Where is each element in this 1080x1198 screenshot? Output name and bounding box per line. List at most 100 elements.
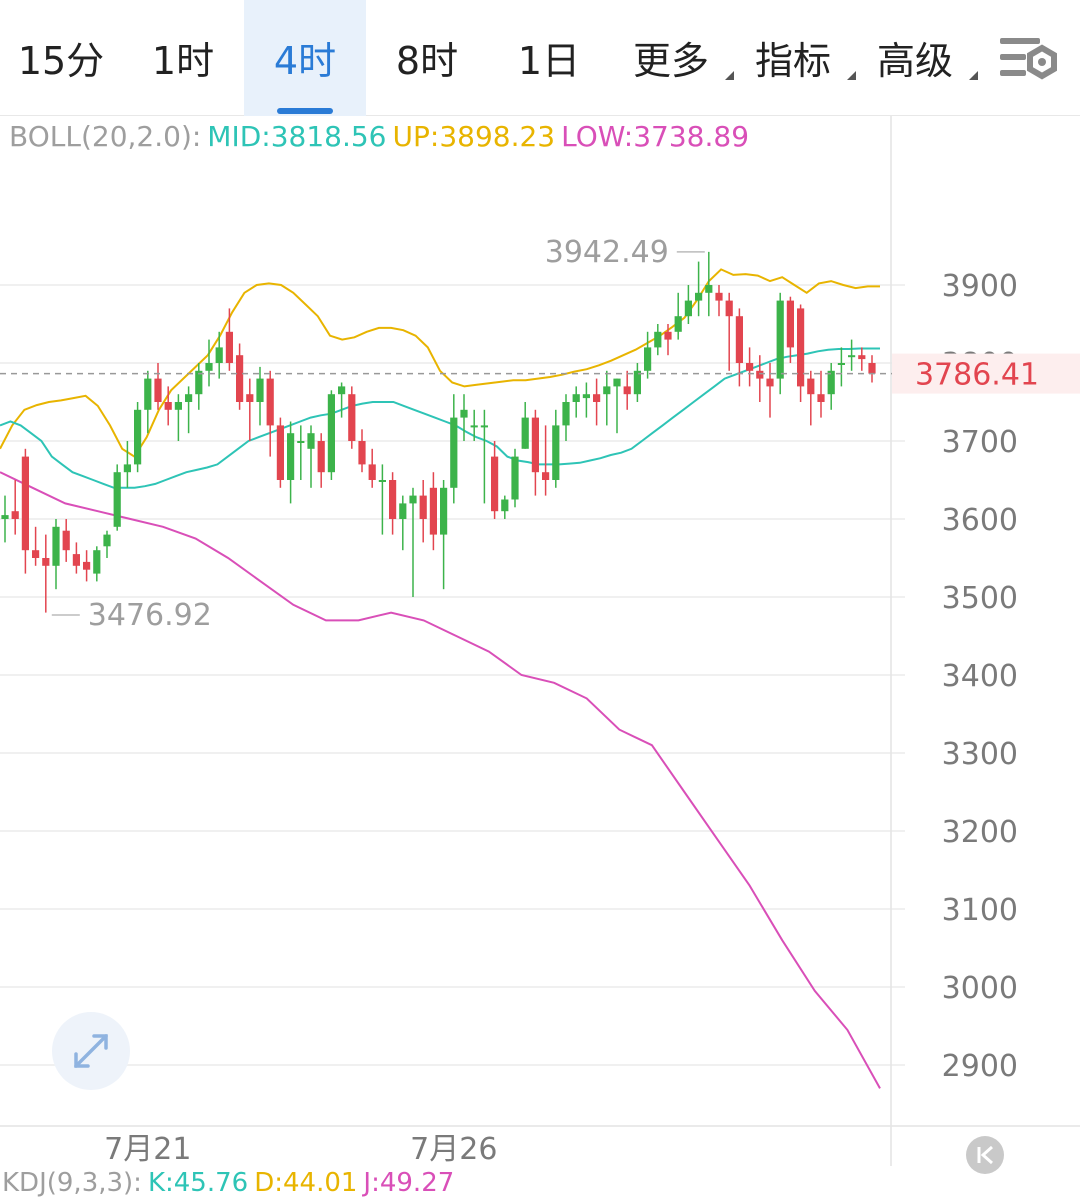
- candle-body: [429, 487, 437, 535]
- y-tick-label: 3700: [942, 425, 1018, 460]
- candle-body: [399, 503, 407, 519]
- tab-label: 高级: [876, 39, 953, 83]
- max-price-label: 3942.49: [545, 235, 669, 270]
- boll-name: BOLL(20,2.0):: [9, 120, 202, 153]
- candle-body: [389, 480, 397, 519]
- candle-body: [786, 300, 794, 348]
- tab-1[interactable]: 1时: [122, 0, 244, 116]
- dropdown-caret-icon: [725, 71, 734, 80]
- candle-body: [725, 300, 733, 317]
- candle-body: [225, 331, 233, 363]
- candle-body: [103, 534, 111, 547]
- candle-body: [623, 386, 631, 395]
- candle-body: [766, 378, 774, 387]
- candle-body: [215, 347, 223, 363]
- candle-body: [52, 526, 60, 566]
- x-tick-label: 7月21: [104, 1132, 191, 1166]
- y-tick-label: 3500: [942, 581, 1018, 616]
- candle-body: [562, 402, 570, 426]
- kdj-legend: KDJ(9,3,3): K:45.76 D:44.01 J:49.27: [2, 1168, 460, 1198]
- fullscreen-button[interactable]: [52, 1012, 130, 1090]
- kdj-j-value: J:49.27: [363, 1168, 455, 1198]
- candle-body: [236, 355, 244, 402]
- scroll-to-latest-icon: [977, 1145, 993, 1165]
- candle-body: [338, 386, 346, 395]
- candle-body: [807, 378, 815, 395]
- tab-label: 8时: [395, 39, 459, 83]
- tab-2[interactable]: 4时: [244, 0, 366, 116]
- candle-body: [460, 409, 468, 418]
- dropdown-caret-icon: [847, 71, 856, 80]
- candle-body: [695, 292, 703, 301]
- candle-body: [307, 433, 315, 449]
- candle-body: [154, 378, 162, 402]
- y-tick-label: 3300: [942, 737, 1018, 772]
- candle-body: [185, 394, 193, 402]
- candle-body: [664, 331, 672, 340]
- tab-4[interactable]: 1日: [488, 0, 610, 116]
- tab-label: 1日: [517, 39, 581, 83]
- candle-body: [817, 394, 825, 402]
- y-tick-label: 2900: [942, 1049, 1018, 1084]
- dropdown-caret-icon: [969, 71, 978, 80]
- candle-body: [593, 394, 601, 402]
- tab-6[interactable]: 指标: [732, 0, 856, 116]
- candle-body: [419, 495, 427, 519]
- x-tick-label: 7月26: [410, 1132, 497, 1166]
- candle-body: [174, 402, 182, 410]
- candle-body: [715, 292, 723, 301]
- candlestick-chart[interactable]: 3900380037003600350034003300320031003000…: [0, 116, 1080, 1166]
- candle-body: [613, 378, 621, 387]
- candle-body: [521, 417, 529, 449]
- candle-body: [746, 363, 754, 371]
- candle-body: [603, 386, 611, 395]
- candle-body: [837, 363, 845, 365]
- candle-body: [11, 511, 19, 519]
- candle-body: [164, 402, 172, 410]
- tab-7[interactable]: 高级: [854, 0, 978, 116]
- current-price-label: 3786.41: [915, 358, 1039, 393]
- tab-0[interactable]: 15分: [0, 0, 122, 116]
- candle-body: [368, 464, 376, 480]
- candle-body: [83, 561, 91, 570]
- scroll-to-latest-button[interactable]: [966, 1136, 1004, 1174]
- tab-label: 15分: [17, 39, 105, 83]
- boll-mid-line: [0, 347, 880, 489]
- candle-body: [470, 425, 478, 428]
- candle-body: [327, 394, 335, 473]
- candle-body: [501, 499, 509, 512]
- candle-body: [440, 487, 448, 535]
- y-tick-label: 3100: [942, 893, 1018, 928]
- candle-body: [32, 550, 40, 558]
- candle-body: [633, 370, 641, 395]
- candle-body: [674, 316, 682, 332]
- boll-legend: BOLL(20,2.0): MID:3818.56 UP:3898.23 LOW:37…: [9, 120, 755, 153]
- boll-up-value: UP:3898.23: [392, 120, 556, 153]
- candle-body: [21, 456, 29, 551]
- y-tick-label: 3200: [942, 815, 1018, 850]
- candle-body: [858, 355, 866, 360]
- candle-body: [654, 331, 662, 348]
- kdj-k-value: K:45.76: [147, 1168, 249, 1198]
- candle-body: [644, 347, 652, 371]
- tab-3[interactable]: 8时: [366, 0, 488, 116]
- tab-label: 更多: [632, 39, 709, 83]
- boll-low-value: LOW:3738.89: [561, 120, 750, 153]
- tab-5[interactable]: 更多: [610, 0, 734, 116]
- kdj-name: KDJ(9,3,3):: [2, 1168, 142, 1198]
- chart-settings-button[interactable]: [996, 30, 1062, 88]
- candle-body: [511, 456, 519, 500]
- timeframe-tab-bar: 15分 1时 4时 8时 1日 更多 指标 高级: [0, 0, 1080, 116]
- tab-label: 1时: [151, 39, 215, 83]
- candle-body: [797, 308, 805, 387]
- candle-body: [848, 355, 856, 358]
- kdj-d-value: D:44.01: [254, 1168, 358, 1198]
- candle-body: [1, 515, 9, 519]
- expand-icon: [74, 1034, 108, 1068]
- active-tab-indicator: [277, 108, 333, 114]
- candle-body: [123, 464, 131, 473]
- candle-body: [776, 300, 784, 379]
- candle-body: [827, 370, 835, 395]
- candle-body: [491, 456, 499, 512]
- candle-body: [542, 472, 550, 480]
